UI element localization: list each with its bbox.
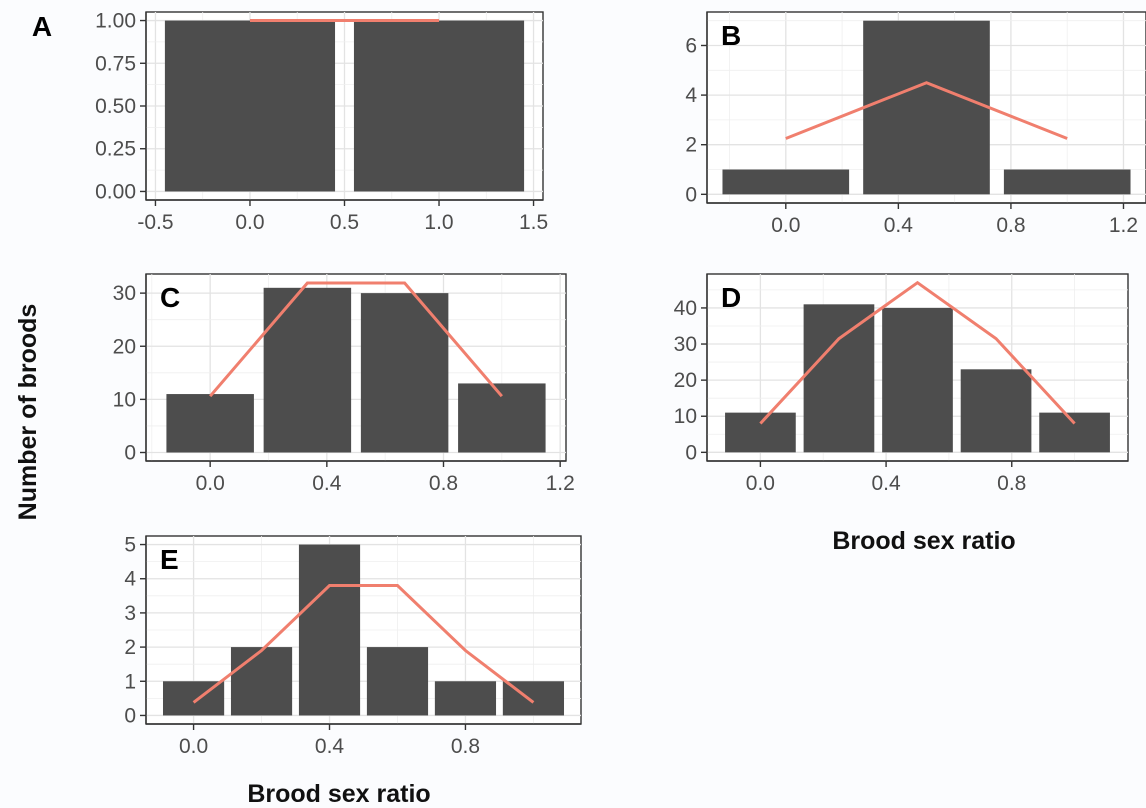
bar xyxy=(263,287,352,453)
x-tick-label: 1.0 xyxy=(424,211,453,234)
bar xyxy=(960,369,1032,453)
y-axis-title: Number of broods xyxy=(14,304,42,521)
bar xyxy=(164,20,336,192)
x-tick-label: 0.8 xyxy=(996,214,1025,237)
y-tick-label: 0 xyxy=(124,442,136,465)
x-tick-label: 0.8 xyxy=(451,735,480,758)
y-tick-label: 4 xyxy=(124,568,136,591)
y-tick-label: 0 xyxy=(685,441,697,464)
x-tick-label: 0.0 xyxy=(196,472,225,495)
y-tick-label: 10 xyxy=(113,388,136,411)
x-tick-label: 0.0 xyxy=(771,214,800,237)
y-tick-label: 5 xyxy=(124,534,136,557)
panel-e: 0.0 0.4 0.8 0 1 2 3 4 5 E xyxy=(124,534,582,758)
x-tick-label: 0.0 xyxy=(179,735,208,758)
bar xyxy=(353,20,525,192)
x-tick-label: 0.0 xyxy=(746,472,775,495)
x-tick-label: 0.8 xyxy=(997,472,1026,495)
bar xyxy=(1003,169,1131,195)
y-tick-label: 0.75 xyxy=(95,52,136,75)
y-tick-label: 10 xyxy=(674,405,697,428)
y-tick-label: 20 xyxy=(113,335,136,358)
x-tick-label: 1.5 xyxy=(519,211,548,234)
bar xyxy=(882,307,953,453)
bar xyxy=(366,647,429,716)
x-tick-label: 0.0 xyxy=(235,211,264,234)
x-tick-label: 0.8 xyxy=(429,472,458,495)
expected-line xyxy=(192,584,535,704)
x-tick-label: 0.4 xyxy=(315,735,345,758)
y-tick-label: 0 xyxy=(685,183,697,206)
expected-line xyxy=(759,280,1076,425)
x-tick-label: 0.4 xyxy=(871,472,901,495)
expected-line xyxy=(785,81,1068,140)
panel-label-a: A xyxy=(32,11,52,42)
panel-label-b: B xyxy=(721,20,741,51)
panels: -0.5 0.0 0.5 1.0 1.50.000.250.500.751.00A0.0… xyxy=(32,10,1146,758)
panel-c: 0.0 0.4 0.8 1.2 0 10 20 30 C xyxy=(113,273,575,495)
panel-a: -0.5 0.0 0.5 1.0 1.5 0.00 0.25 0.50 0.75 1.00 A xyxy=(32,10,548,234)
panel-label-e: E xyxy=(160,544,179,575)
bar xyxy=(360,293,449,453)
y-tick-label: 2 xyxy=(685,134,697,157)
bar xyxy=(803,304,875,453)
bar xyxy=(1039,412,1110,453)
bar xyxy=(863,20,990,195)
bar xyxy=(722,169,850,195)
bar xyxy=(298,544,361,716)
y-tick-label: 3 xyxy=(124,602,136,625)
panel-d: 0.0 0.4 0.8 0 10 20 30 40 D xyxy=(674,273,1129,495)
x-tick-label: 0.4 xyxy=(312,472,342,495)
y-tick-label: 0 xyxy=(124,704,136,727)
y-tick-label: 6 xyxy=(685,34,697,57)
bar xyxy=(230,647,293,716)
x-tick-label: 0.5 xyxy=(330,211,359,234)
panel-b: 0.0 0.4 0.8 1.2 0 2 4 6 B xyxy=(685,11,1146,237)
y-tick-label: 0.50 xyxy=(95,95,136,118)
bar xyxy=(434,681,497,716)
x-tick-label: 1.2 xyxy=(546,472,575,495)
y-tick-label: 2 xyxy=(124,636,136,659)
y-tick-label: 40 xyxy=(674,297,697,320)
y-tick-label: 0.25 xyxy=(95,138,136,161)
x-axis-title-panel-e: Brood sex ratio xyxy=(247,780,430,808)
x-tick-label: -0.5 xyxy=(137,211,173,234)
expected-line xyxy=(209,281,503,398)
y-tick-label: 0.00 xyxy=(95,180,136,203)
bar xyxy=(458,383,546,453)
panel-label-c: C xyxy=(160,282,180,313)
bar xyxy=(166,394,254,453)
y-tick-label: 4 xyxy=(685,84,697,107)
y-tick-label: 30 xyxy=(113,282,136,305)
x-tick-label: 1.2 xyxy=(1109,214,1138,237)
x-axis-title-panel-d: Brood sex ratio xyxy=(832,527,1015,555)
panel-label-d: D xyxy=(721,282,741,313)
bar xyxy=(725,412,796,453)
y-tick-label: 1 xyxy=(124,670,136,693)
x-tick-label: 0.4 xyxy=(884,214,914,237)
y-tick-label: 30 xyxy=(674,333,697,356)
y-tick-label: 20 xyxy=(674,369,697,392)
y-tick-label: 1.00 xyxy=(95,10,136,33)
